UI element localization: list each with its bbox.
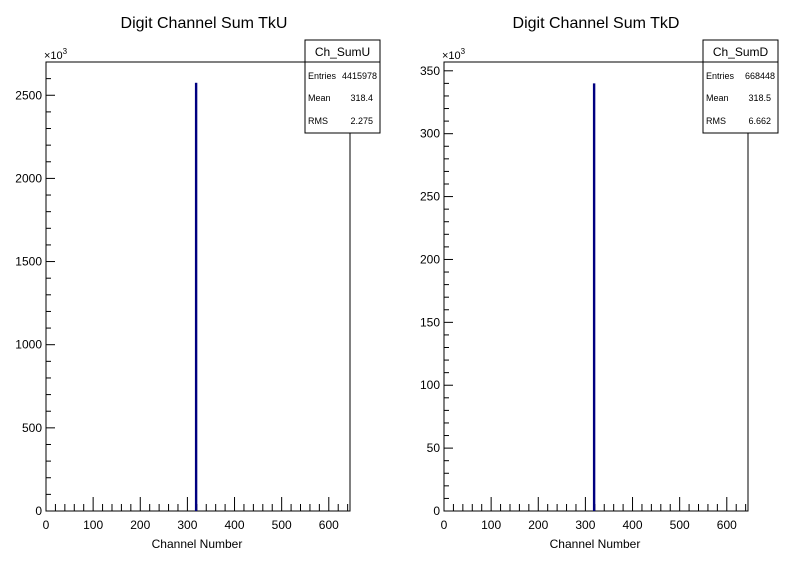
stats-mean-label: Mean [308, 93, 331, 103]
x-axis-label: Channel Number [550, 537, 641, 551]
stats-entries-label: Entries [308, 71, 337, 81]
x-tick-label: 600 [319, 518, 339, 532]
stats-entries-value: 668448 [745, 71, 775, 81]
y-tick-label: 50 [427, 441, 441, 455]
stats-box: Ch_SumU Entries 4415978 Mean 318.4 RMS 2… [304, 39, 381, 134]
stats-box-name: Ch_SumD [713, 45, 769, 59]
plot-frame [45, 61, 351, 512]
stats-mean-value: 318.4 [350, 93, 373, 103]
stats-box: Ch_SumD Entries 668448 Mean 318.5 RMS 6.… [702, 39, 779, 134]
stats-rms-value: 2.275 [350, 116, 373, 126]
histogram-pad-tku: Digit Channel Sum TkU 0 100 200 300 400 500 60… [0, 0, 398, 574]
stats-rms-label: RMS [308, 116, 328, 126]
x-tick-label: 300 [177, 518, 197, 532]
chart-title: Digit Channel Sum TkU [121, 15, 288, 32]
x-tick-label: 200 [528, 518, 548, 532]
x-tick-label: 100 [83, 518, 103, 532]
stats-mean-label: Mean [706, 93, 729, 103]
plot-frame [443, 61, 749, 512]
x-tick-label: 200 [130, 518, 150, 532]
x-tick-label: 0 [43, 518, 50, 532]
y-tick-label: 2500 [15, 88, 42, 102]
y-tick-label: 350 [420, 64, 440, 78]
stats-rms-label: RMS [706, 116, 726, 126]
svg-text:×103: ×103 [442, 47, 466, 62]
x-tick-label: 500 [272, 518, 292, 532]
y-tick-label: 0 [433, 504, 440, 518]
x-tick-label: 500 [670, 518, 690, 532]
y-exponent-label: ×103 [44, 47, 68, 62]
stats-entries-value: 4415978 [342, 71, 377, 81]
y-tick-label: 200 [420, 252, 440, 266]
stats-mean-value: 318.5 [748, 93, 771, 103]
x-axis-label: Channel Number [152, 537, 243, 551]
x-tick-label: 600 [717, 518, 737, 532]
stats-entries-label: Entries [706, 71, 735, 81]
x-tick-label: 300 [575, 518, 595, 532]
y-tick-label: 100 [420, 378, 440, 392]
x-tick-label: 400 [225, 518, 245, 532]
y-tick-label: 0 [35, 504, 42, 518]
histogram-bin [194, 82, 198, 511]
y-tick-label: 500 [22, 421, 42, 435]
y-tick-label: 250 [420, 190, 440, 204]
x-tick-label: 0 [441, 518, 448, 532]
histogram-pad-tkd: Digit Channel Sum TkD 0 100 200 300 400 500 60… [398, 0, 796, 574]
y-tick-label: 300 [420, 127, 440, 141]
x-tick-label: 100 [481, 518, 501, 532]
svg-text:×103: ×103 [44, 47, 68, 62]
chart-title: Digit Channel Sum TkD [513, 15, 680, 32]
y-exponent-label: ×103 [442, 47, 466, 62]
y-tick-label: 150 [420, 315, 440, 329]
stats-box-name: Ch_SumU [315, 45, 370, 59]
histogram-bin [592, 83, 596, 511]
y-tick-label: 1000 [15, 338, 42, 352]
y-tick-label: 2000 [15, 171, 42, 185]
histogram-tku: Digit Channel Sum TkU 0 100 200 300 400 500 60… [15, 15, 381, 551]
histogram-tkd: Digit Channel Sum TkD 0 100 200 300 400 500 60… [420, 15, 779, 551]
stats-rms-value: 6.662 [748, 116, 771, 126]
y-tick-label: 1500 [15, 255, 42, 269]
x-tick-label: 400 [623, 518, 643, 532]
